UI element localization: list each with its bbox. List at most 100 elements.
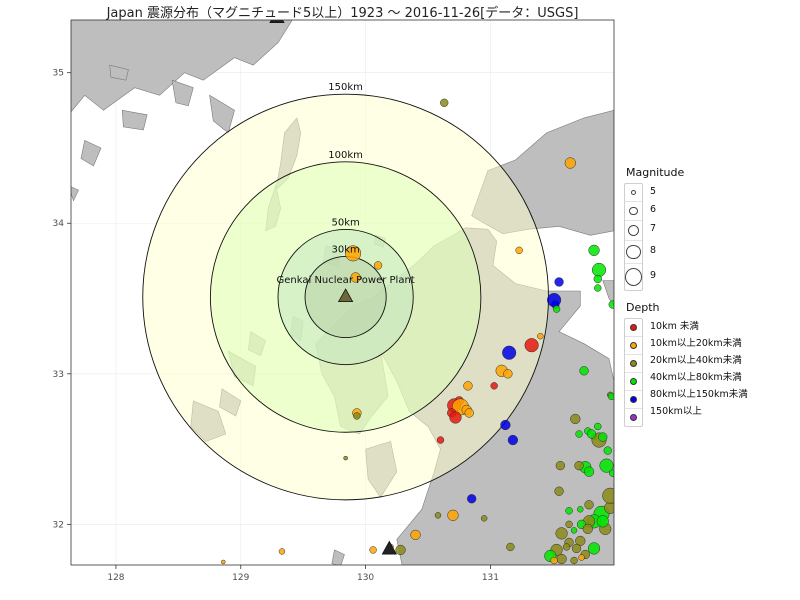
quake-point xyxy=(550,556,558,565)
quake-point xyxy=(221,559,226,565)
quake-point xyxy=(343,455,348,461)
quake-point xyxy=(565,507,573,515)
genkai-plant-marker xyxy=(337,288,354,303)
magnitude-label-6: 6 xyxy=(650,204,657,215)
quake-point xyxy=(434,512,442,519)
magnitude-label-9: 9 xyxy=(650,270,657,281)
quake-point xyxy=(464,408,474,418)
magnitude-swatch xyxy=(625,268,642,286)
magnitude-label-7: 7 xyxy=(650,223,657,234)
quake-point xyxy=(602,487,614,504)
korea-island-c xyxy=(71,186,79,202)
plant-markers: Genkai Nuclear Power Plant xyxy=(269,20,415,555)
depth-swatch xyxy=(630,378,637,385)
quake-point xyxy=(593,274,602,284)
quake-point xyxy=(353,412,361,420)
depth-label: 10km 未満 xyxy=(650,321,699,332)
depth-key xyxy=(625,319,642,336)
quake-point xyxy=(503,369,513,379)
depth-key xyxy=(625,372,642,390)
depth-key xyxy=(625,390,642,408)
quake-point xyxy=(596,515,609,528)
quake-point xyxy=(350,272,361,283)
korea-island-a xyxy=(171,79,194,107)
x-tick-label: 130 xyxy=(357,573,374,583)
korea-island-f xyxy=(109,64,129,81)
quake-point xyxy=(345,245,362,262)
quake-point xyxy=(582,523,593,534)
quake-point xyxy=(571,543,582,554)
depth-swatch xyxy=(630,396,637,403)
quake-point xyxy=(594,284,602,292)
magnitude-label-8: 8 xyxy=(650,245,657,256)
quake-point xyxy=(463,381,473,391)
quake-point xyxy=(436,436,445,444)
quake-point xyxy=(507,434,519,446)
quake-point xyxy=(554,486,564,496)
quake-point xyxy=(608,300,614,309)
quake-point xyxy=(594,422,602,431)
depth-swatch xyxy=(630,414,637,421)
depth-key xyxy=(625,354,642,372)
quake-point xyxy=(570,527,578,534)
quake-point xyxy=(449,411,462,424)
quake-point xyxy=(395,544,406,556)
y-tick-label: 32 xyxy=(53,520,64,530)
quake-point xyxy=(500,419,511,431)
depth-swatch xyxy=(630,324,637,331)
y-tick-label: 34 xyxy=(53,219,65,229)
quake-point xyxy=(547,292,562,308)
quake-point xyxy=(410,529,421,541)
magnitude-label-5: 5 xyxy=(650,186,657,197)
quake-point xyxy=(440,98,449,107)
korea-peninsula xyxy=(71,20,293,113)
magnitude-key-7 xyxy=(625,219,642,240)
quake-point xyxy=(607,392,614,401)
korea-island-b xyxy=(80,139,102,167)
magnitude-swatch xyxy=(626,244,641,260)
shikoku-west xyxy=(602,280,614,307)
magnitude-key-5 xyxy=(625,184,642,201)
genkai-plant-label: Genkai Nuclear Power Plant xyxy=(277,275,415,286)
quake-point xyxy=(591,262,607,277)
quake-point xyxy=(586,429,597,439)
quake-point xyxy=(587,542,601,555)
magnitude-swatch xyxy=(627,224,640,237)
quake-point xyxy=(515,246,523,255)
quake-point xyxy=(490,382,498,390)
quake-point xyxy=(574,460,584,471)
depth-label: 10km以上20km未満 xyxy=(650,338,742,349)
magnitude-key-6 xyxy=(625,200,642,220)
ring-label-30km: 30km xyxy=(331,244,359,255)
quake-point xyxy=(598,432,608,442)
ring-label-100km: 100km xyxy=(328,150,363,161)
quake-point xyxy=(447,509,459,521)
depth-swatch xyxy=(630,360,637,367)
x-tick-label: 131 xyxy=(482,573,499,583)
depth-legend-title: Depth xyxy=(626,301,660,314)
x-tick-label: 129 xyxy=(232,573,249,583)
y-tick-label: 35 xyxy=(53,69,64,79)
quake-point xyxy=(373,261,383,270)
quake-point xyxy=(537,332,544,340)
magnitude-key-9 xyxy=(625,262,642,290)
quake-point xyxy=(570,556,578,565)
quake-point xyxy=(565,520,573,529)
ring-label-50km: 50km xyxy=(331,217,359,228)
quake-point xyxy=(575,430,583,438)
magnitude-swatch xyxy=(631,190,636,195)
map-title: Japan 震源分布（マグニチュード5以上）1923 ～ 2016-11-26[… xyxy=(106,6,579,21)
koshiki-island xyxy=(331,549,345,565)
depth-label: 20km以上40km未満 xyxy=(650,355,742,366)
quake-point xyxy=(369,546,377,554)
magnitude-legend-title: Magnitude xyxy=(626,166,685,179)
quake-point xyxy=(480,515,488,522)
quake-point xyxy=(584,500,594,510)
quake-point xyxy=(502,345,517,360)
plant-triangle xyxy=(269,20,285,23)
depth-label: 150km以上 xyxy=(650,406,702,417)
quake-point xyxy=(467,494,477,504)
quake-point xyxy=(578,554,585,561)
depth-key xyxy=(625,408,642,426)
